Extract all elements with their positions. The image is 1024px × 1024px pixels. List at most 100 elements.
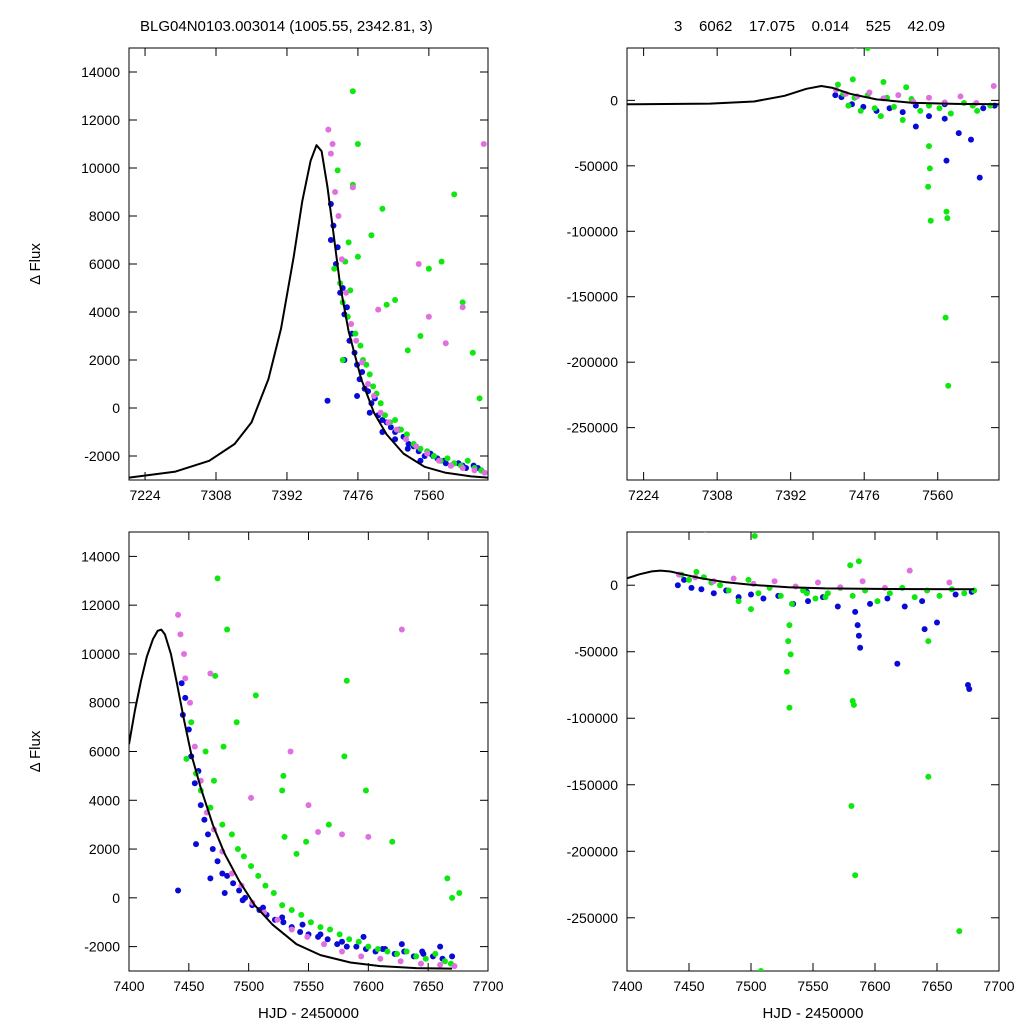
data-point-green bbox=[925, 143, 932, 150]
data-point-blue bbox=[280, 919, 287, 926]
data-point-green bbox=[848, 803, 855, 810]
y-tick-label: 8000 bbox=[89, 208, 120, 224]
data-point-magenta bbox=[459, 465, 466, 471]
data-point-green bbox=[974, 107, 981, 114]
data-point-green bbox=[389, 838, 396, 845]
data-point-green bbox=[228, 831, 235, 838]
y-tick-label: 2000 bbox=[89, 352, 120, 368]
data-point-magenta bbox=[375, 306, 382, 313]
data-point-magenta bbox=[365, 833, 372, 840]
header-left-text: BLG04N0103.003014 (1005.55, 2342.81, 3) bbox=[140, 18, 433, 35]
x-axis-label: HJD - 2450000 bbox=[258, 1005, 359, 1022]
data-point-green bbox=[188, 719, 195, 726]
data-point-green bbox=[341, 753, 348, 760]
data-point-green bbox=[880, 79, 887, 86]
data-point-magenta bbox=[377, 955, 384, 962]
data-point-green bbox=[392, 417, 399, 423]
data-point-blue bbox=[449, 953, 456, 960]
data-point-green bbox=[214, 575, 221, 582]
data-point-blue bbox=[178, 680, 185, 687]
data-point-blue bbox=[934, 619, 940, 626]
data-point-blue bbox=[191, 780, 198, 787]
data-point-green bbox=[449, 894, 456, 901]
data-point-green bbox=[787, 651, 794, 658]
data-point-green bbox=[693, 568, 700, 575]
data-point-magenta bbox=[895, 92, 902, 99]
data-point-blue bbox=[884, 595, 891, 602]
data-point-green bbox=[210, 777, 217, 784]
data-point-magenta bbox=[957, 93, 964, 100]
data-point-green bbox=[403, 431, 410, 438]
data-point-blue bbox=[360, 933, 367, 940]
data-point-magenta bbox=[287, 748, 294, 755]
data-point-magenta bbox=[990, 82, 997, 89]
x-tick-label: 7700 bbox=[983, 978, 1014, 994]
data-point-green bbox=[404, 347, 411, 354]
data-point-blue bbox=[698, 586, 705, 593]
data-point-magenta bbox=[906, 567, 913, 574]
data-point-green bbox=[432, 950, 439, 957]
data-point-magenta bbox=[437, 961, 444, 968]
data-point-blue bbox=[437, 943, 444, 950]
data-point-green bbox=[717, 582, 723, 589]
data-point-green bbox=[345, 239, 352, 246]
data-point-green bbox=[355, 938, 362, 945]
data-point-blue bbox=[404, 445, 411, 452]
data-point-blue bbox=[324, 397, 331, 404]
data-point-green bbox=[425, 265, 432, 272]
data-point-green bbox=[786, 704, 793, 711]
x-tick-label: 7400 bbox=[113, 978, 144, 994]
data-point-magenta bbox=[327, 150, 334, 157]
data-point-blue bbox=[327, 237, 334, 243]
data-point-blue bbox=[405, 441, 412, 447]
data-points bbox=[175, 575, 463, 970]
y-tick-label: 10000 bbox=[81, 160, 120, 176]
data-point-green bbox=[942, 314, 949, 321]
data-point-magenta bbox=[447, 462, 454, 469]
model-curve bbox=[627, 85, 999, 106]
data-point-green bbox=[686, 576, 692, 583]
data-point-blue bbox=[899, 109, 906, 116]
x-tick-label: 7550 bbox=[797, 978, 828, 994]
data-points bbox=[674, 532, 978, 971]
data-point-green bbox=[379, 205, 386, 212]
data-point-green bbox=[703, 532, 707, 533]
data-point-green bbox=[803, 590, 810, 597]
data-point-green bbox=[339, 357, 346, 363]
data-point-blue bbox=[204, 831, 211, 838]
data-point-magenta bbox=[398, 626, 405, 633]
data-point-green bbox=[925, 638, 932, 645]
data-point-green bbox=[293, 850, 300, 857]
data-point-green bbox=[349, 88, 356, 95]
data-point-green bbox=[224, 626, 231, 633]
data-point-green bbox=[377, 400, 384, 407]
data-point-green bbox=[383, 301, 390, 308]
y-tick-label: 14000 bbox=[81, 548, 120, 564]
y-tick-label: -250000 bbox=[567, 910, 619, 926]
y-tick-label: -100000 bbox=[567, 710, 619, 726]
data-point-magenta bbox=[339, 948, 346, 955]
data-point-magenta bbox=[413, 443, 420, 450]
y-tick-label: 8000 bbox=[89, 695, 120, 711]
data-point-green bbox=[903, 84, 910, 91]
data-point-blue bbox=[674, 582, 681, 589]
data-point-blue bbox=[967, 136, 974, 143]
data-point-green bbox=[365, 943, 372, 950]
data-point-magenta bbox=[329, 141, 336, 147]
data-point-green bbox=[212, 672, 219, 679]
data-point-blue bbox=[221, 889, 228, 896]
data-point-green bbox=[357, 342, 364, 349]
data-point-magenta bbox=[248, 794, 255, 801]
data-point-green bbox=[279, 787, 286, 794]
plot-frame bbox=[128, 47, 489, 481]
data-point-magenta bbox=[353, 337, 360, 344]
data-point-magenta bbox=[771, 578, 778, 585]
data-point-green bbox=[926, 165, 933, 172]
data-point-blue bbox=[353, 943, 360, 950]
data-point-green bbox=[370, 383, 377, 390]
data-point-green bbox=[207, 804, 214, 811]
data-point-green bbox=[890, 103, 897, 110]
data-point-blue bbox=[442, 460, 449, 467]
data-point-magenta bbox=[207, 670, 214, 677]
data-point-blue bbox=[339, 938, 346, 945]
